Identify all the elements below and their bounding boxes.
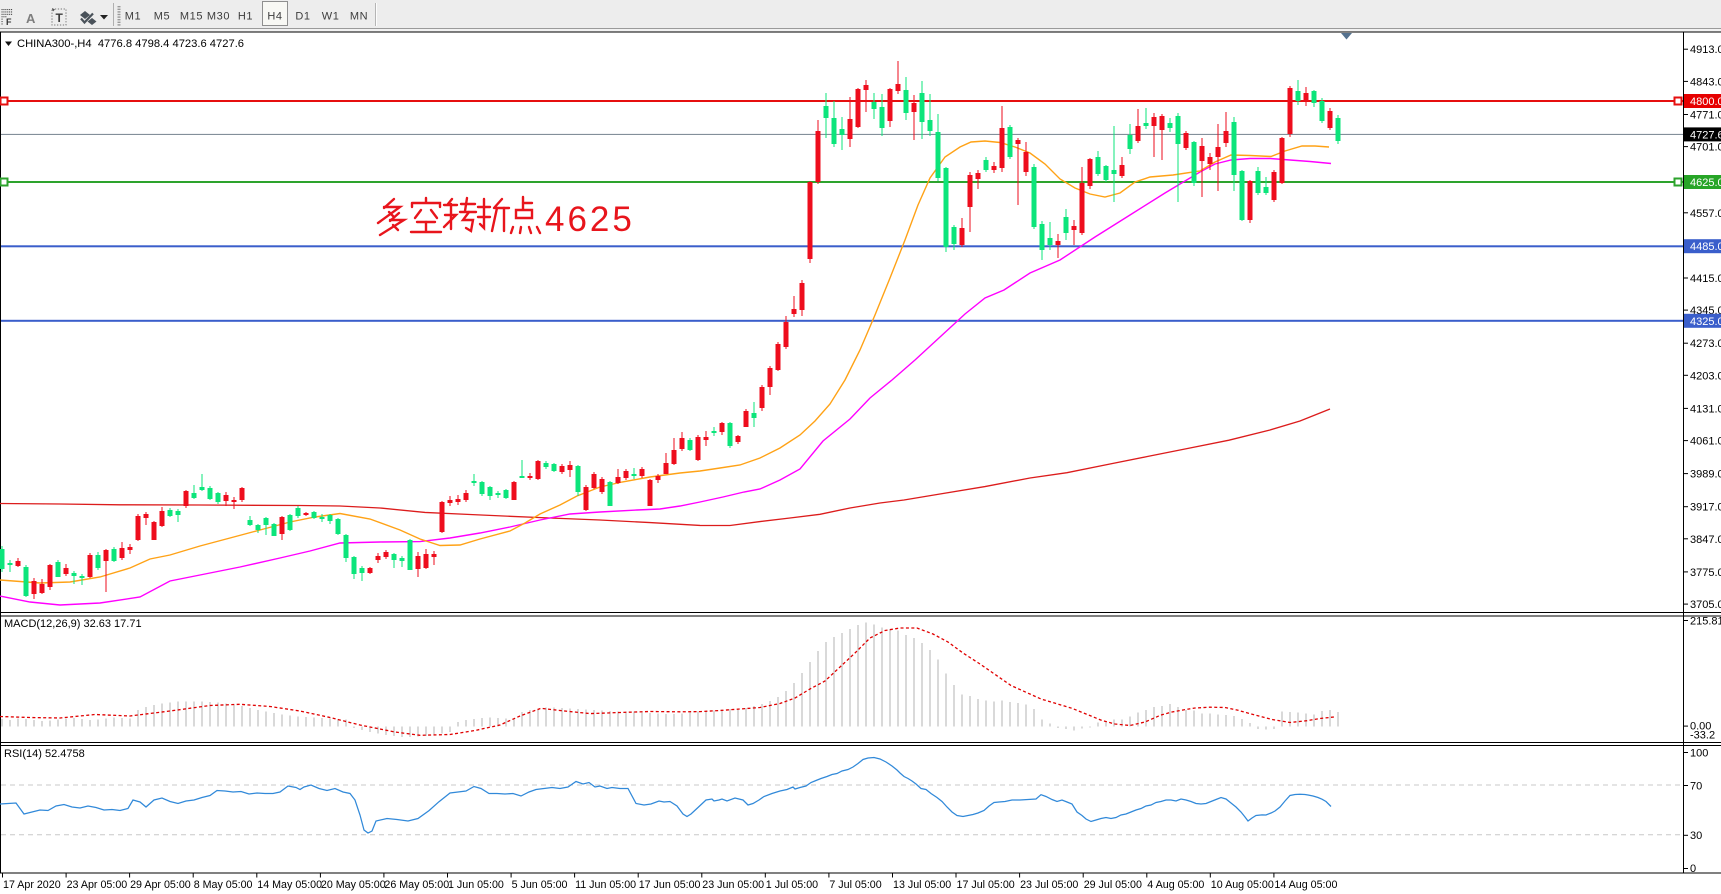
svg-text:T: T bbox=[56, 11, 64, 25]
svg-text:A: A bbox=[26, 11, 36, 26]
svg-text:14 May 05:00: 14 May 05:00 bbox=[257, 879, 322, 891]
svg-text:4913.0: 4913.0 bbox=[1690, 44, 1721, 56]
svg-text:4485.0: 4485.0 bbox=[1690, 241, 1721, 253]
svg-text:23 Jun 05:00: 23 Jun 05:00 bbox=[702, 879, 764, 891]
svg-text:CHINA300-,H4 4776.8 4798.4 47: CHINA300-,H4 4776.8 4798.4 4723.6 4727.6 bbox=[17, 38, 244, 50]
svg-text:4843.0: 4843.0 bbox=[1690, 76, 1721, 88]
svg-text:70: 70 bbox=[1690, 780, 1702, 792]
svg-text:MN: MN bbox=[350, 11, 368, 23]
svg-text:4557.0: 4557.0 bbox=[1690, 208, 1721, 220]
svg-text:4701.0: 4701.0 bbox=[1690, 142, 1721, 154]
svg-text:23 Apr 05:00: 23 Apr 05:00 bbox=[67, 879, 128, 891]
svg-text:4625: 4625 bbox=[545, 200, 635, 239]
svg-text:RSI(14) 52.4758: RSI(14) 52.4758 bbox=[4, 748, 85, 760]
svg-text:8 May 05:00: 8 May 05:00 bbox=[194, 879, 253, 891]
svg-text:13 Jul 05:00: 13 Jul 05:00 bbox=[893, 879, 951, 891]
svg-text:17 Jun 05:00: 17 Jun 05:00 bbox=[639, 879, 701, 891]
svg-text:M15: M15 bbox=[180, 11, 203, 23]
svg-text:4325.0: 4325.0 bbox=[1690, 316, 1721, 328]
svg-text:4 Aug 05:00: 4 Aug 05:00 bbox=[1147, 879, 1204, 891]
svg-text:7 Jul 05:00: 7 Jul 05:00 bbox=[829, 879, 881, 891]
svg-text:0: 0 bbox=[1690, 863, 1696, 875]
svg-text:0.00: 0.00 bbox=[1690, 721, 1711, 733]
svg-text:17 Apr 2020: 17 Apr 2020 bbox=[3, 879, 61, 891]
svg-text:1 Jul 05:00: 1 Jul 05:00 bbox=[766, 879, 818, 891]
svg-text:MACD(12,26,9) 32.63 17.71: MACD(12,26,9) 32.63 17.71 bbox=[4, 618, 142, 630]
svg-text:4800.0: 4800.0 bbox=[1690, 96, 1721, 108]
svg-text:F: F bbox=[6, 17, 12, 27]
svg-text:215.81: 215.81 bbox=[1690, 616, 1721, 628]
svg-text:H4: H4 bbox=[267, 11, 282, 23]
svg-text:4273.0: 4273.0 bbox=[1690, 338, 1721, 350]
svg-text:26 May 05:00: 26 May 05:00 bbox=[384, 879, 449, 891]
svg-text:20 May 05:00: 20 May 05:00 bbox=[321, 879, 386, 891]
svg-text:D1: D1 bbox=[295, 11, 310, 23]
svg-text:M30: M30 bbox=[207, 11, 230, 23]
svg-text:1 Jun 05:00: 1 Jun 05:00 bbox=[448, 879, 504, 891]
svg-text:-33.2: -33.2 bbox=[1690, 730, 1715, 742]
svg-text:10 Aug 05:00: 10 Aug 05:00 bbox=[1211, 879, 1274, 891]
svg-text:M1: M1 bbox=[125, 11, 141, 23]
svg-text:4625.0: 4625.0 bbox=[1690, 177, 1721, 189]
svg-text:3917.0: 3917.0 bbox=[1690, 502, 1721, 514]
svg-text:4415.0: 4415.0 bbox=[1690, 273, 1721, 285]
svg-text:23 Jul 05:00: 23 Jul 05:00 bbox=[1020, 879, 1078, 891]
svg-text:100: 100 bbox=[1690, 748, 1708, 760]
svg-text:W1: W1 bbox=[322, 11, 340, 23]
svg-text:11 Jun 05:00: 11 Jun 05:00 bbox=[575, 879, 636, 891]
svg-text:30: 30 bbox=[1690, 830, 1702, 842]
svg-text:M5: M5 bbox=[154, 11, 170, 23]
svg-text:3989.0: 3989.0 bbox=[1690, 469, 1721, 481]
svg-text:H1: H1 bbox=[238, 11, 253, 23]
svg-text:4771.0: 4771.0 bbox=[1690, 110, 1721, 122]
svg-text:4131.0: 4131.0 bbox=[1690, 403, 1721, 415]
svg-text:4727.6: 4727.6 bbox=[1690, 129, 1721, 141]
svg-text:29 Jul 05:00: 29 Jul 05:00 bbox=[1084, 879, 1142, 891]
svg-text:4061.0: 4061.0 bbox=[1690, 436, 1721, 448]
svg-text:3775.0: 3775.0 bbox=[1690, 567, 1721, 579]
svg-text:29 Apr 05:00: 29 Apr 05:00 bbox=[130, 879, 191, 891]
svg-text:17 Jul 05:00: 17 Jul 05:00 bbox=[957, 879, 1015, 891]
svg-text:14 Aug 05:00: 14 Aug 05:00 bbox=[1274, 879, 1337, 891]
svg-text:4203.0: 4203.0 bbox=[1690, 370, 1721, 382]
svg-text:3705.0: 3705.0 bbox=[1690, 599, 1721, 611]
svg-text:3847.0: 3847.0 bbox=[1690, 534, 1721, 546]
svg-text:5 Jun 05:00: 5 Jun 05:00 bbox=[512, 879, 568, 891]
